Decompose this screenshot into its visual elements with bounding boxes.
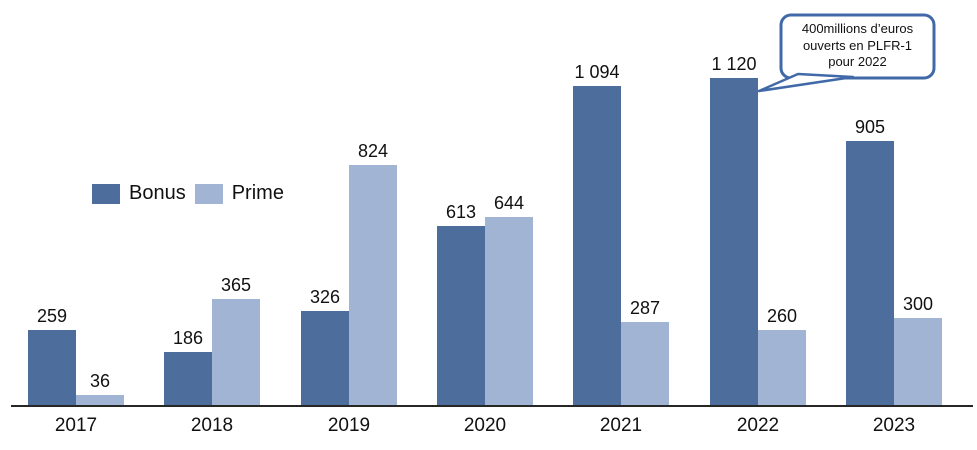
legend-swatch-bonus bbox=[92, 183, 120, 204]
bar-bonus-2022 bbox=[710, 78, 758, 406]
legend-label-bonus: Bonus bbox=[129, 182, 186, 204]
bar-prime-2019 bbox=[349, 165, 397, 406]
data-label-prime-2020: 644 bbox=[493, 193, 525, 213]
bar-bonus-2017 bbox=[28, 330, 76, 406]
bar-prime-2017 bbox=[76, 395, 124, 406]
x-axis-line bbox=[11, 405, 973, 407]
data-label-prime-2023: 300 bbox=[902, 294, 934, 314]
data-label-prime-2019: 824 bbox=[357, 141, 389, 161]
x-axis-label-2021: 2021 bbox=[599, 415, 643, 436]
x-axis-label-2019: 2019 bbox=[327, 415, 371, 436]
data-label-bonus-2022: 1 120 bbox=[711, 54, 757, 74]
callout-tail bbox=[757, 72, 855, 93]
x-axis-label-2020: 2020 bbox=[463, 415, 507, 436]
callout-rect bbox=[779, 13, 936, 80]
data-label-bonus-2020: 613 bbox=[445, 202, 477, 222]
callout-line-3: pour 2022 bbox=[828, 54, 887, 69]
data-label-prime-2018: 365 bbox=[220, 275, 252, 295]
data-label-prime-2017: 36 bbox=[89, 371, 111, 391]
data-label-bonus-2021: 1 094 bbox=[574, 62, 620, 82]
x-axis-label-2023: 2023 bbox=[872, 415, 916, 436]
x-axis-label-2018: 2018 bbox=[190, 415, 234, 436]
data-label-bonus-2018: 186 bbox=[172, 328, 204, 348]
bar-prime-2020 bbox=[485, 217, 533, 406]
callout-line-2: ouverts en PLFR-1 bbox=[802, 37, 913, 53]
bar-bonus-2021 bbox=[573, 86, 621, 406]
bar-bonus-2023 bbox=[846, 141, 894, 406]
bar-prime-2023 bbox=[894, 318, 942, 406]
bar-bonus-2019 bbox=[301, 311, 349, 406]
data-label-bonus-2023: 905 bbox=[854, 117, 886, 137]
callout-text: 400millions d’euros ouverts en PLFR-1 po… bbox=[781, 21, 934, 71]
data-label-bonus-2017: 259 bbox=[36, 306, 68, 326]
data-label-bonus-2019: 326 bbox=[309, 287, 341, 307]
x-axis-label-2017: 2017 bbox=[54, 415, 98, 436]
bar-prime-2021 bbox=[621, 322, 669, 406]
bar-prime-2018 bbox=[212, 299, 260, 406]
bar-prime-2022 bbox=[758, 330, 806, 406]
data-label-prime-2022: 260 bbox=[766, 306, 798, 326]
callout-bubble bbox=[757, 13, 936, 93]
bar-bonus-2018 bbox=[164, 352, 212, 406]
x-axis-label-2022: 2022 bbox=[736, 415, 780, 436]
callout-line-1: 400millions d’euros bbox=[801, 21, 914, 36]
data-label-prime-2021: 287 bbox=[629, 298, 661, 318]
legend-label-prime: Prime bbox=[231, 182, 284, 204]
legend: Bonus Prime bbox=[92, 182, 284, 205]
bar-bonus-2020 bbox=[437, 226, 485, 406]
legend-swatch-prime bbox=[194, 183, 223, 204]
